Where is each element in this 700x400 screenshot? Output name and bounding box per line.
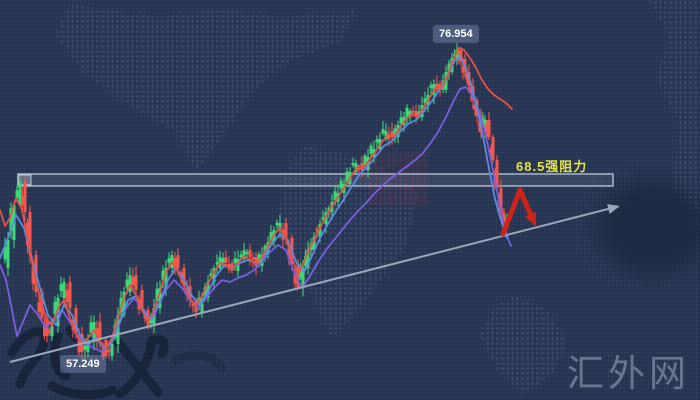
ma-fast-red-line <box>0 47 513 349</box>
ma-slow-purple-line <box>0 86 512 353</box>
site-watermark-text: 汇外网 <box>567 353 690 394</box>
peak-price-tag: 76.954 <box>433 25 479 43</box>
red-annotation-arrowhead <box>525 211 536 227</box>
ma-mid-blue-line <box>0 56 508 349</box>
map-shadow-blob <box>598 182 700 272</box>
candle-wicks-up <box>4 43 508 361</box>
trendline-arrowhead <box>607 204 620 214</box>
resistance-annotation-text: 68.5强阻力 <box>516 159 588 174</box>
low-price-tag: 57.249 <box>60 355 106 373</box>
trendline[interactable] <box>9 207 613 363</box>
resistance-band[interactable] <box>17 173 614 187</box>
candle-bodies-down <box>21 50 506 357</box>
red-seal-watermark <box>368 151 428 205</box>
red-annotation-arrow[interactable] <box>500 187 536 237</box>
